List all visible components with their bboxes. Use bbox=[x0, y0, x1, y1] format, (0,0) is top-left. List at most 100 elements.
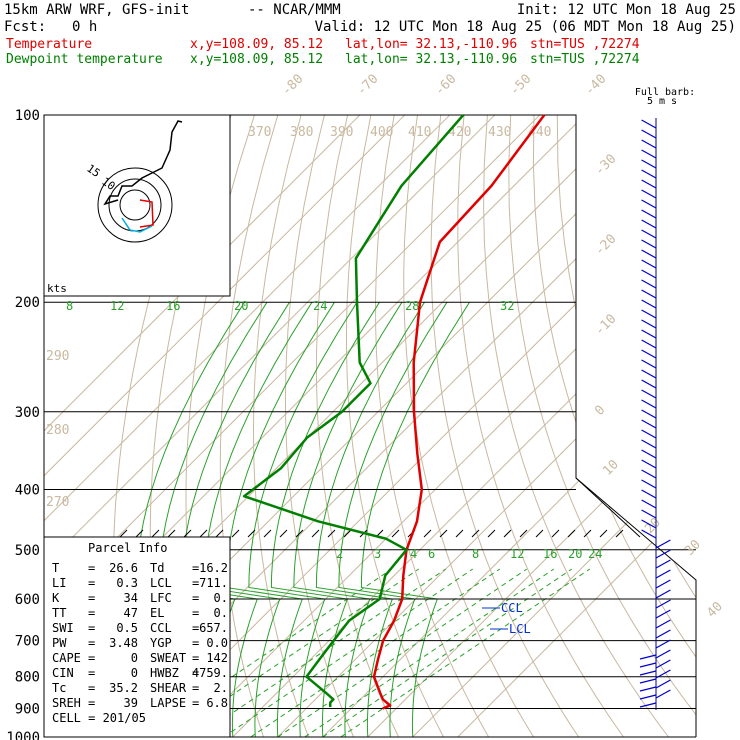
parcel-param-eq-2: = bbox=[192, 621, 199, 635]
mixing-ratio-label: 4 bbox=[410, 547, 417, 561]
dry-adiabat-line bbox=[483, 115, 669, 737]
hatch-mark bbox=[167, 529, 176, 538]
parcel-param-name: SWI bbox=[52, 621, 74, 635]
hodograph-unit: kts bbox=[47, 282, 67, 295]
wind-barb bbox=[641, 509, 657, 519]
parcel-param-name-2: LAPSE bbox=[150, 696, 186, 710]
parcel-param-value: 3.48 bbox=[109, 636, 138, 650]
hodograph-ring-outer bbox=[97, 167, 173, 243]
wind-barb-surface bbox=[639, 678, 657, 684]
dry-adiabat-line bbox=[673, 115, 696, 737]
moist-adiabat-label: 12 bbox=[110, 299, 124, 313]
parcel-param-eq: = bbox=[88, 636, 95, 650]
parcel-param-eq-2: = bbox=[192, 576, 199, 590]
moist-adiabat-label: 16 bbox=[166, 299, 180, 313]
wind-barb-surface bbox=[639, 654, 657, 660]
wind-barb bbox=[641, 219, 657, 229]
isotherm-line bbox=[44, 115, 541, 737]
parcel-param-value-2: 0.0 bbox=[206, 636, 228, 650]
mixing-ratio-label: 20 bbox=[568, 547, 582, 561]
hatch-mark bbox=[615, 529, 624, 538]
temperature-station: stn=TUS ,72274 bbox=[530, 37, 640, 52]
parcel-param-value-2: 0. bbox=[214, 606, 228, 620]
hodograph-box bbox=[43, 114, 231, 297]
wind-barb bbox=[655, 569, 671, 579]
temperature-legend: Temperature bbox=[6, 37, 92, 52]
theta-label: 390 bbox=[330, 125, 353, 140]
wind-barb bbox=[641, 189, 657, 199]
wind-barb bbox=[641, 409, 657, 419]
dewpoint-station: stn=TUS ,72274 bbox=[530, 52, 640, 67]
wind-barb-surface bbox=[639, 662, 657, 668]
wind-barb bbox=[655, 659, 671, 669]
pressure-tick-label: 100 bbox=[15, 108, 40, 124]
theta-label: 410 bbox=[408, 125, 431, 140]
parcel-param-eq: = bbox=[88, 651, 95, 665]
parcel-param-name-2: SWEAT bbox=[150, 651, 186, 665]
isotherm-line bbox=[44, 115, 496, 737]
isotherm-line bbox=[44, 115, 451, 737]
hatch-mark bbox=[423, 529, 432, 538]
isotherm-label: -60 bbox=[432, 72, 459, 99]
wind-barb bbox=[641, 319, 657, 329]
wind-barb bbox=[655, 619, 671, 629]
parcel-param-name-2: Td bbox=[150, 561, 164, 575]
parcel-param-eq: = bbox=[88, 591, 95, 605]
pressure-tick-label: 900 bbox=[15, 702, 40, 718]
wind-barb bbox=[641, 479, 657, 489]
isotherm-label: 40 bbox=[704, 599, 726, 621]
hatch-mark bbox=[247, 529, 256, 538]
wind-barb bbox=[655, 609, 671, 619]
wind-barb-surface bbox=[639, 686, 657, 692]
wind-barb bbox=[641, 289, 657, 299]
parcel-param-value-2: 711. bbox=[199, 576, 228, 590]
parcel-param-value: 26.6 bbox=[109, 561, 138, 575]
parcel-param-name-2: CCL bbox=[150, 621, 172, 635]
parcel-param-value: 0 bbox=[131, 666, 138, 680]
plot-frame-diagonal bbox=[575, 477, 641, 538]
wind-barb bbox=[641, 399, 657, 409]
parcel-param-value-2: 0. bbox=[214, 591, 228, 605]
wind-barb bbox=[641, 309, 657, 319]
wind-barb bbox=[641, 229, 657, 239]
moist-adiabat-label: 28 bbox=[405, 299, 419, 313]
hodograph-ring-inner bbox=[119, 189, 151, 221]
hodograph-ring-label-15: 15 bbox=[84, 162, 102, 180]
wind-barb bbox=[655, 679, 671, 689]
wind-barb bbox=[641, 139, 657, 149]
valid-label: Valid: 12 UTC Mon 18 Aug 25 (06 MDT Mon … bbox=[315, 19, 736, 35]
mixing-ratio-label: 2 bbox=[336, 547, 343, 561]
mixing-ratio-line bbox=[304, 568, 554, 737]
parcel-param-eq-2: = bbox=[192, 651, 199, 665]
isotherm-label: 30 bbox=[682, 537, 704, 559]
wind-barb bbox=[655, 639, 671, 649]
wind-barb bbox=[655, 589, 671, 599]
isotherm-line bbox=[142, 115, 696, 737]
parcel-param-name: Tc bbox=[52, 681, 66, 695]
isotherm-label: 0 bbox=[592, 403, 608, 419]
parcel-param-name-2: EL bbox=[150, 606, 164, 620]
pressure-tick-label: 400 bbox=[15, 482, 40, 498]
parcel-param-name: T bbox=[52, 561, 59, 575]
wind-barb bbox=[641, 129, 657, 139]
mixing-ratio-label: 24 bbox=[588, 547, 602, 561]
parcel-param-value-2: 657. bbox=[199, 621, 228, 635]
wind-barb bbox=[641, 209, 657, 219]
parcel-param-name-2: YGP bbox=[150, 636, 172, 650]
wind-barb bbox=[641, 359, 657, 369]
isotherm-label: -70 bbox=[354, 72, 381, 99]
dry-adiabat-line bbox=[626, 115, 696, 737]
hatch-mark bbox=[231, 529, 240, 538]
theta-label: 380 bbox=[290, 125, 313, 140]
dewpoint-latlon: lat,lon= 32.13,-110.96 bbox=[345, 52, 517, 67]
isotherm-line bbox=[187, 115, 696, 737]
wind-barb bbox=[641, 529, 657, 539]
wind-barb bbox=[641, 429, 657, 439]
parcel-param-eq: = bbox=[88, 666, 95, 680]
parcel-param-name: CAPE bbox=[52, 651, 81, 665]
parcel-param-eq-2: = bbox=[192, 636, 199, 650]
wind-barb bbox=[641, 239, 657, 249]
isotherm-line bbox=[44, 115, 361, 737]
parcel-param-name-2: HWBZ bbox=[150, 666, 179, 680]
model-title: 15km ARW WRF, GFS-init bbox=[4, 2, 189, 18]
